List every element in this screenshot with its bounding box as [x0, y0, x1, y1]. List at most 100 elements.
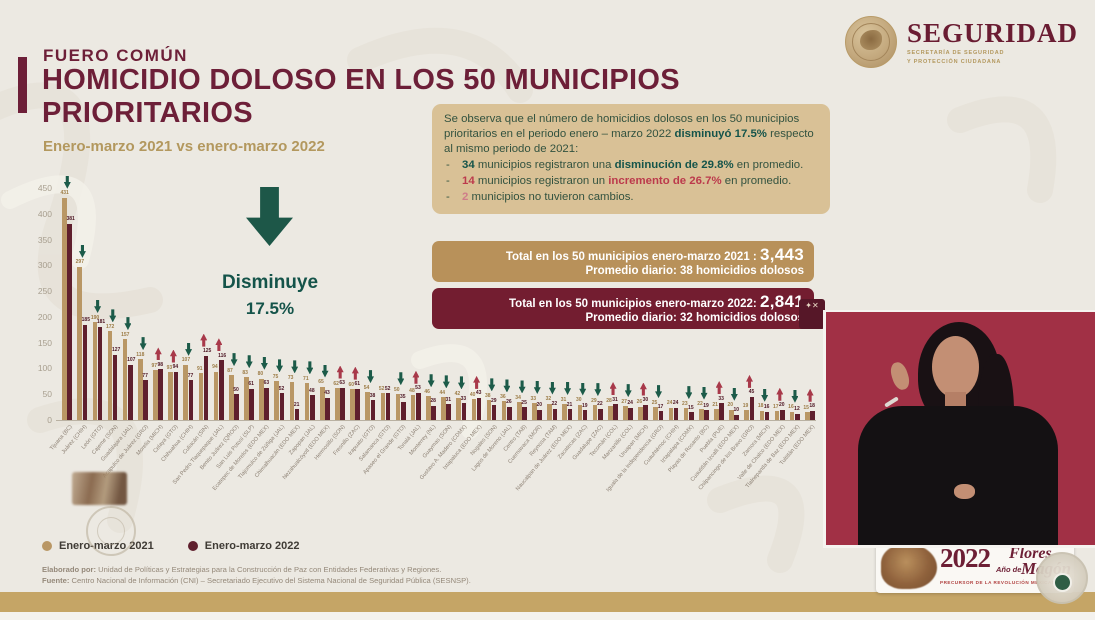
bar-2022	[279, 393, 285, 420]
y-axis-tick-label: 150	[37, 337, 52, 348]
bar-value-2022: 61	[248, 381, 254, 388]
bar-2021	[274, 381, 280, 420]
daily-average-2021: Promedio diario: 38 homicidios dolosos	[585, 265, 804, 277]
bar-2021	[77, 266, 82, 420]
bar-value-2021: 40	[469, 391, 476, 398]
bar-2021	[213, 371, 219, 420]
bar-2022	[355, 388, 361, 420]
bar-value-2022: 21	[293, 401, 300, 408]
bar-2021	[486, 400, 492, 420]
interpreter-face	[932, 336, 979, 398]
bar-value-2022: 77	[187, 372, 194, 379]
bar-2021	[350, 389, 355, 420]
observation-intro: Se observa que el número de homicidios d…	[444, 113, 814, 156]
decrease-arrow-icon	[367, 370, 374, 384]
eagle-icon	[860, 30, 882, 50]
bar-value-2021: 38	[484, 392, 491, 399]
total-2021-value: 3,443	[759, 245, 804, 264]
bar-2022	[795, 413, 800, 420]
total-banner-2021: Total en los 50 municipios enero-marzo 2…	[432, 241, 814, 282]
bar-value-2021: 44	[439, 389, 446, 396]
bar-value-2022: 35	[400, 394, 406, 401]
bar-value-2021: 62	[333, 380, 339, 387]
bar-2022	[673, 407, 679, 420]
bar-value-2022: 22	[551, 401, 558, 408]
bar-value-2022: 24	[627, 400, 633, 407]
decrease-arrow-icon	[579, 382, 587, 396]
bar-2022	[234, 394, 239, 420]
bar-value-2022: 63	[339, 380, 345, 387]
bar-value-2021: 19	[742, 402, 749, 409]
bar-value-2021: 91	[196, 365, 203, 372]
flores-magon-portrait	[881, 544, 937, 589]
bar-2021	[517, 402, 522, 420]
bar-value-2021: 94	[212, 364, 218, 371]
bar-value-2021: 34	[515, 394, 521, 401]
bar-value-2021: 18	[757, 403, 764, 410]
decrease-arrow-icon	[730, 387, 738, 401]
bar-value-2021: 33	[530, 395, 537, 402]
seguridad-logo: SEGURIDAD SECRETARÍA DE SEGURIDAD Y PROT…	[845, 16, 1078, 68]
bar-2022	[522, 407, 527, 420]
bar-value-2022: 33	[718, 395, 724, 402]
sign-language-interpreter-video	[823, 310, 1095, 548]
decrease-arrow-icon	[761, 388, 769, 402]
bar-value-2021: 97	[151, 362, 158, 369]
bar-2021	[410, 395, 416, 420]
bar-2022	[582, 410, 588, 420]
bar-2021	[183, 364, 189, 420]
bar-value-2021: 190	[90, 314, 100, 321]
y-axis-tick-label: 350	[37, 234, 52, 245]
flores-year: 2022	[940, 543, 991, 573]
x-axis-line	[56, 420, 816, 421]
decorative-photo-watermark	[72, 472, 127, 505]
bar-value-2021: 107	[181, 357, 191, 364]
bar-2022	[628, 407, 633, 420]
bar-2022	[810, 410, 815, 420]
bar-value-2022: 48	[309, 387, 315, 394]
bar-2022	[764, 411, 770, 420]
bar-2021	[653, 407, 659, 420]
bar-value-2022: 19	[703, 402, 709, 409]
decrease-arrow-icon	[245, 355, 253, 369]
bar-2022	[173, 371, 179, 420]
bar-2021	[62, 197, 67, 420]
bar-value-2022: 30	[642, 397, 649, 404]
bar-2021	[774, 411, 780, 420]
bar-value-2021: 80	[257, 371, 264, 378]
y-axis-tick-label: 450	[37, 183, 52, 193]
bar-2022	[112, 354, 118, 420]
bar-value-2022: 38	[369, 392, 376, 399]
legend-dot-2021-icon	[42, 541, 52, 551]
bar-2022	[734, 414, 740, 420]
bar-value-2021: 24	[666, 400, 673, 407]
bar-value-2021: 30	[575, 397, 582, 404]
bar-value-2021: 297	[75, 259, 84, 266]
bar-2022	[294, 409, 300, 420]
y-axis-tick-label: 50	[42, 389, 52, 400]
bar-value-2022: 52	[384, 385, 391, 392]
page-title: HOMICIDIO DOLOSO EN LOS 50 MUNICIPIOS PR…	[42, 64, 680, 129]
bar-2022	[461, 403, 467, 420]
bar-value-2022: 43	[475, 390, 482, 397]
decrease-arrow-icon	[139, 337, 147, 351]
bar-value-2021: 23	[682, 400, 688, 407]
bar-2022	[431, 405, 436, 420]
bar-2021	[456, 398, 461, 420]
bar-2022	[658, 411, 664, 420]
interpreter-body	[858, 406, 1058, 545]
bar-value-2021: 25	[651, 399, 658, 406]
decrease-arrow-icon	[548, 381, 556, 395]
bar-chart-plot: 431 381 Tijuana (BC) 297 185 Juárez (CHIH) 190…	[49, 175, 818, 493]
bar-value-2022: 10	[733, 407, 740, 414]
bar-2021	[319, 386, 325, 420]
bar-2022	[446, 404, 451, 420]
increase-arrow-icon	[806, 388, 814, 402]
bar-2022	[325, 397, 330, 420]
decrease-arrow-icon	[276, 359, 284, 373]
bar-2022	[97, 326, 103, 420]
bar-2022	[507, 406, 512, 420]
bar-2021	[623, 406, 628, 420]
increase-arrow-icon	[200, 333, 208, 347]
increase-arrow-icon	[776, 387, 784, 401]
